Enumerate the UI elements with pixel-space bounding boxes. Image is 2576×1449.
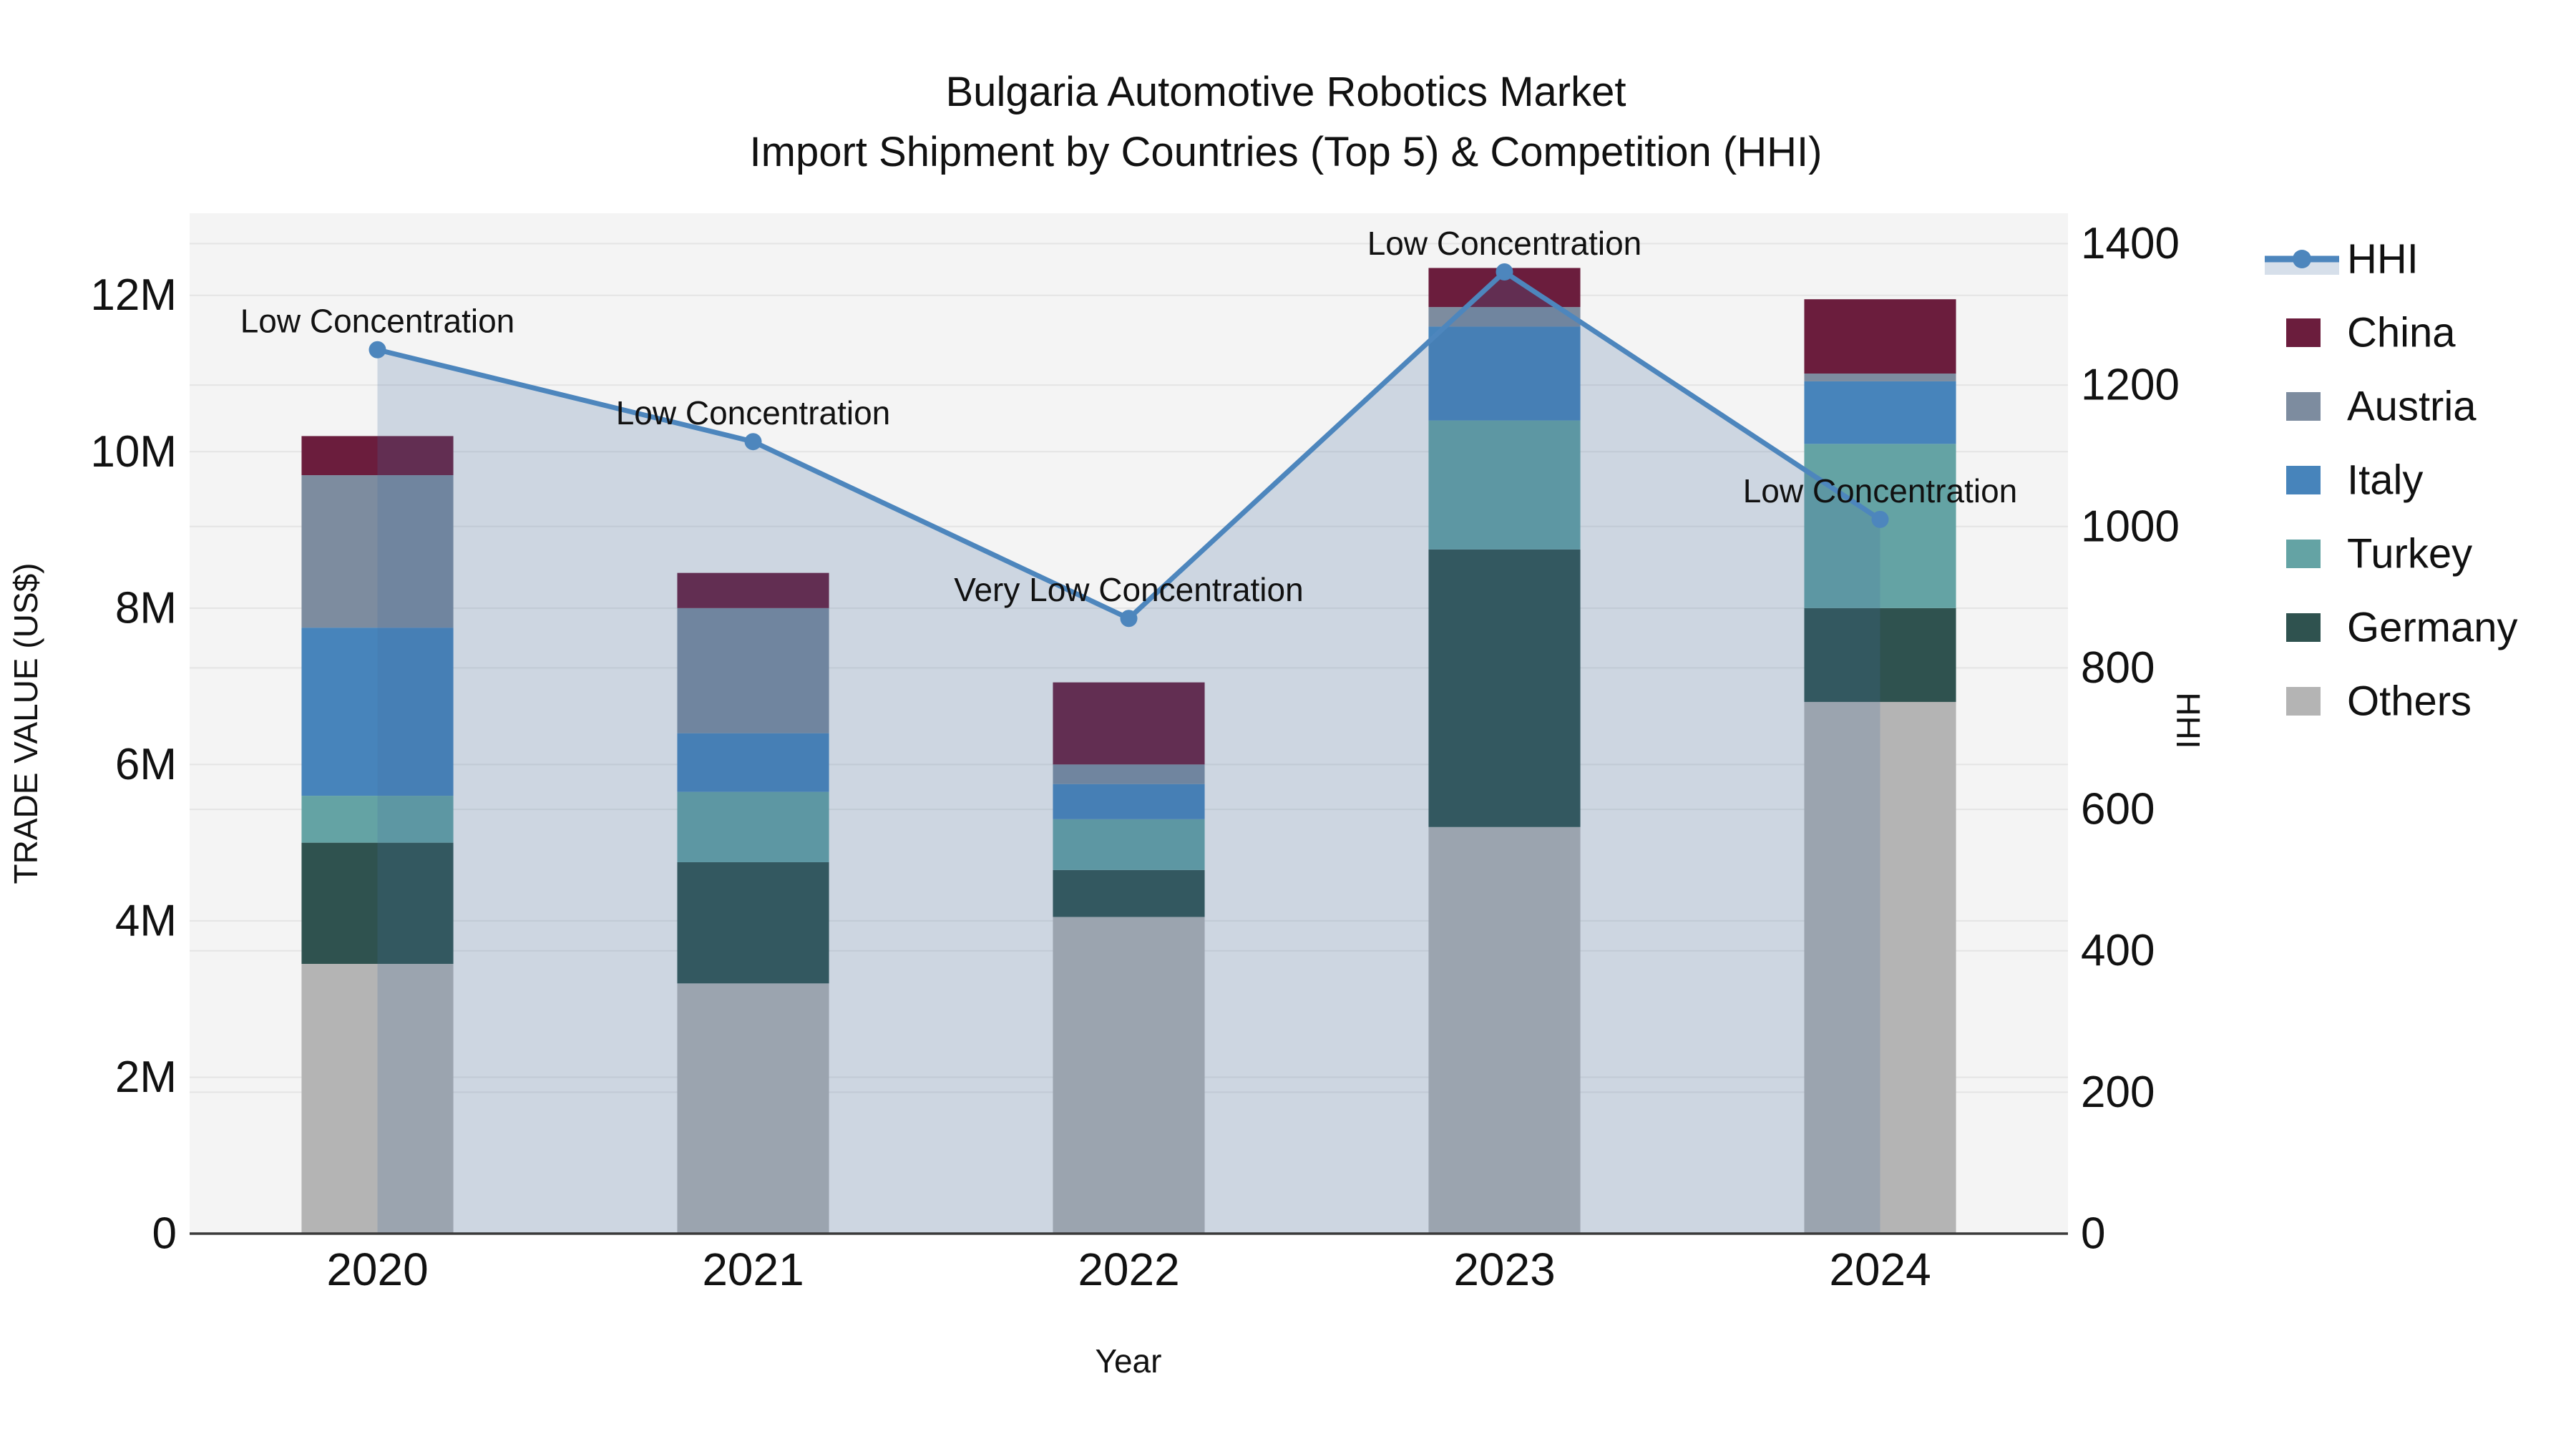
legend-item-italy[interactable]: Italy [2286, 457, 2423, 504]
y-left-tick-4M: 4M [115, 896, 177, 945]
legend-label-italy: Italy [2347, 457, 2423, 504]
y-right-tick-600: 600 [2081, 785, 2155, 834]
bar-2021-italy[interactable] [677, 733, 829, 792]
hhi-marker-2024[interactable] [1871, 510, 1889, 528]
bar-2020-austria[interactable] [301, 475, 454, 628]
y-left-tick-10M: 10M [90, 427, 177, 477]
legend-label-austria: Austria [2347, 384, 2477, 430]
bar-2022-turkey[interactable] [1053, 819, 1205, 870]
hhi-marker-2022[interactable] [1120, 610, 1138, 628]
y-left-tick-0: 0 [152, 1209, 177, 1259]
hhi-area-fill [377, 272, 1880, 1234]
bar-2020-turkey[interactable] [301, 796, 454, 843]
y-axis-right-title: HHI [2170, 692, 2207, 748]
bar-2020-china[interactable] [301, 436, 454, 476]
bar-2021-germany[interactable] [677, 862, 829, 984]
annotation-2022: Very Low Concentration [954, 571, 1303, 608]
legend-label-turkey: Turkey [2347, 531, 2472, 577]
bar-2022-austria[interactable] [1053, 764, 1205, 784]
bar-2024-italy[interactable] [1804, 381, 1956, 444]
hhi-marker-2020[interactable] [369, 341, 386, 358]
annotation-2024: Low Concentration [1743, 472, 2018, 509]
chart-title-line1: Bulgaria Automotive Robotics Market [946, 69, 1626, 115]
legend-swatch-china [2286, 318, 2321, 347]
bar-traces [301, 268, 1956, 1234]
legend: HHI China Austria Italy Turkey Germany Others [2265, 236, 2518, 725]
legend-item-others[interactable]: Others [2286, 678, 2472, 725]
y-axis-right-ticks: 0 200 400 600 800 1000 1200 1400 [2081, 219, 2180, 1259]
legend-label-hhi: HHI [2347, 236, 2419, 283]
bar-2020-others[interactable] [301, 964, 454, 1234]
legend-label-others: Others [2347, 678, 2472, 725]
y-right-tick-1200: 1200 [2081, 361, 2180, 410]
bar-2022-china[interactable] [1053, 682, 1205, 765]
y-left-tick-12M: 12M [90, 270, 177, 320]
y-left-tick-8M: 8M [115, 583, 177, 633]
axes: 0 2M 4M 6M 8M 10M 12M 0 200 400 600 800 1000 1200 140… [7, 69, 2207, 1380]
legend-swatch-others [2286, 687, 2321, 716]
legend-swatch-italy [2286, 466, 2321, 494]
bar-2024-china[interactable] [1804, 299, 1956, 374]
legend-label-china: China [2347, 310, 2456, 356]
bar-2023-italy[interactable] [1428, 326, 1581, 421]
y-right-tick-200: 200 [2081, 1068, 2155, 1117]
x-tick-2024: 2024 [1829, 1244, 1931, 1295]
annotations: Low Concentration Low Concentration Very L… [240, 225, 2018, 608]
y-right-tick-0: 0 [2081, 1209, 2105, 1259]
annotation-2021: Low Concentration [616, 394, 891, 431]
bar-2024-austria[interactable] [1804, 374, 1956, 381]
legend-swatch-austria [2286, 392, 2321, 421]
x-tick-2021: 2021 [702, 1244, 804, 1295]
legend-item-turkey[interactable]: Turkey [2286, 531, 2472, 577]
hhi-trace [369, 263, 1889, 1234]
legend-item-germany[interactable]: Germany [2286, 605, 2518, 651]
bar-2023-turkey[interactable] [1428, 420, 1581, 550]
hhi-marker-2023[interactable] [1496, 263, 1513, 281]
x-tick-2022: 2022 [1078, 1244, 1179, 1295]
bar-2023-others[interactable] [1428, 826, 1581, 1234]
bar-2022-italy[interactable] [1053, 784, 1205, 819]
bar-2021-china[interactable] [677, 572, 829, 608]
legend-swatch-turkey [2286, 540, 2321, 568]
legend-swatch-germany [2286, 613, 2321, 642]
bar-2024-germany[interactable] [1804, 608, 1956, 702]
y-left-tick-6M: 6M [115, 740, 177, 789]
bar-2021-austria[interactable] [677, 608, 829, 733]
bar-2021-others[interactable] [677, 983, 829, 1234]
legend-item-austria[interactable]: Austria [2286, 384, 2477, 430]
y-axis-left-title: TRADE VALUE (US$) [7, 562, 44, 884]
annotation-2020: Low Concentration [240, 303, 515, 340]
x-tick-2023: 2023 [1453, 1244, 1555, 1295]
x-tick-2020: 2020 [326, 1244, 428, 1295]
bar-2022-germany[interactable] [1053, 869, 1205, 917]
bar-2023-germany[interactable] [1428, 549, 1581, 827]
hhi-marker-swatch [2293, 250, 2311, 268]
bar-2021-turkey[interactable] [677, 791, 829, 862]
legend-item-china[interactable]: China [2286, 310, 2456, 356]
annotation-2023: Low Concentration [1367, 225, 1642, 262]
bar-2020-germany[interactable] [301, 842, 454, 965]
x-axis-title: Year [1096, 1342, 1162, 1380]
bar-2022-others[interactable] [1053, 917, 1205, 1234]
y-right-tick-800: 800 [2081, 643, 2155, 693]
bar-2020-italy[interactable] [301, 628, 454, 796]
y-axis-left-ticks: 0 2M 4M 6M 8M 10M 12M [90, 270, 177, 1258]
legend-item-hhi[interactable]: HHI [2265, 236, 2419, 283]
hhi-marker-2021[interactable] [744, 433, 762, 451]
y-right-tick-400: 400 [2081, 926, 2155, 975]
y-left-tick-2M: 2M [115, 1053, 177, 1102]
bar-2024-others[interactable] [1804, 701, 1956, 1234]
chart-title-line2: Import Shipment by Countries (Top 5) & C… [750, 129, 1823, 175]
x-axis-ticks: 2020 2021 2022 2023 2024 [326, 1244, 1931, 1295]
y-right-tick-1000: 1000 [2081, 502, 2180, 551]
y-right-tick-1400: 1400 [2081, 219, 2180, 268]
legend-label-germany: Germany [2347, 605, 2518, 651]
